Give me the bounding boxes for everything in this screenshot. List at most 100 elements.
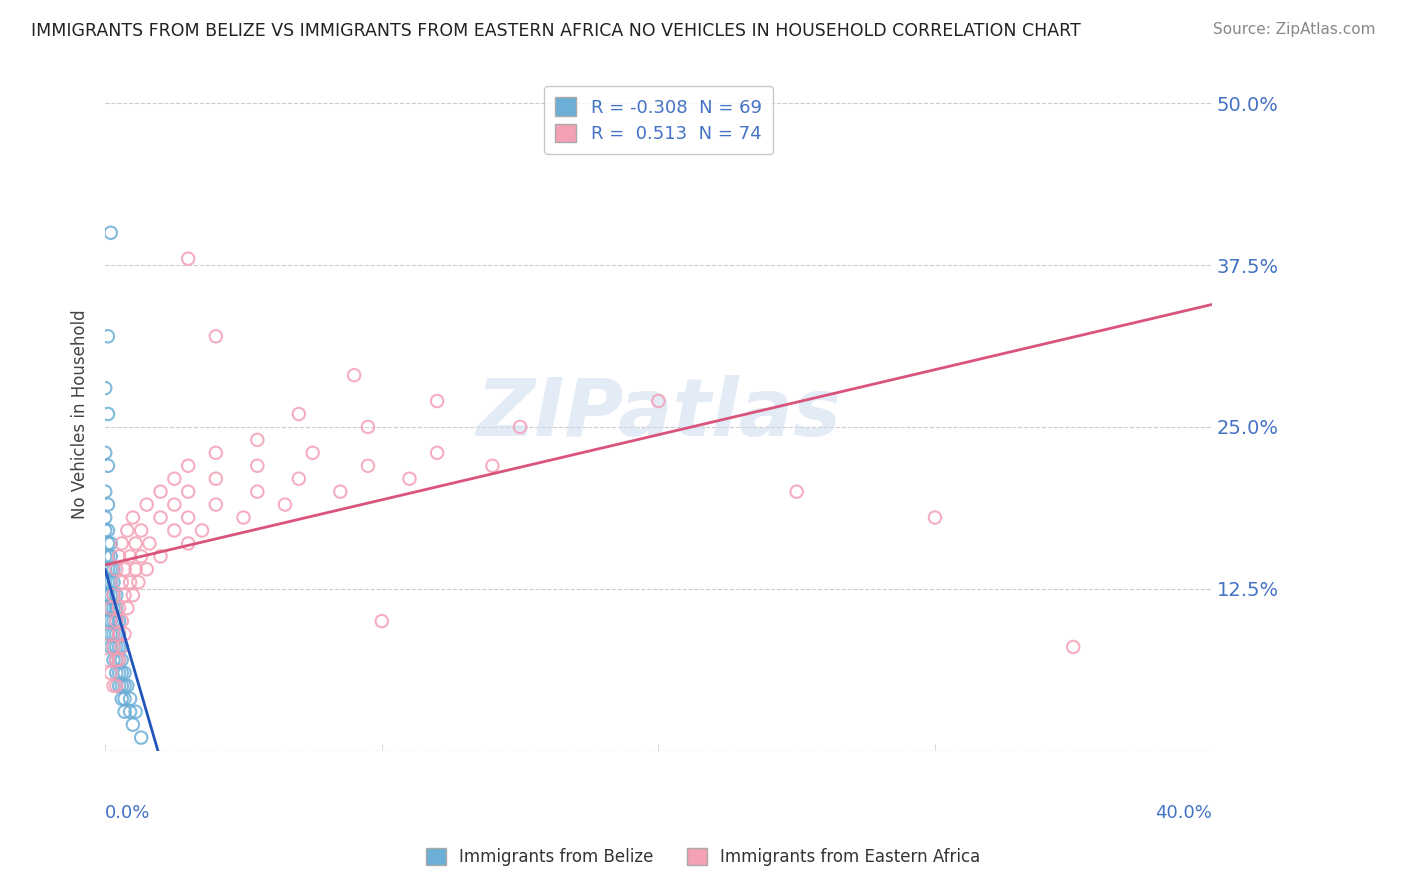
Point (100, 562, 122, 576)
Point (108, 653, 131, 667)
Point (114, 627, 136, 641)
Point (105, 665, 128, 680)
Point (100, 226, 122, 240)
Point (103, 575, 125, 590)
Point (205, 329, 228, 343)
Point (105, 679, 128, 693)
Point (177, 458, 200, 473)
Point (94, 381, 117, 395)
Point (343, 368, 366, 383)
Point (105, 653, 128, 667)
Point (97, 588, 120, 602)
Point (122, 588, 145, 602)
Point (97, 575, 120, 590)
Point (135, 498, 157, 512)
Point (97, 536, 120, 550)
Point (135, 562, 157, 576)
Point (426, 446, 449, 460)
Point (97, 524, 120, 538)
Point (205, 472, 228, 486)
Point (97, 329, 120, 343)
Point (149, 549, 172, 564)
Point (97, 407, 120, 421)
Point (111, 653, 134, 667)
Point (398, 472, 420, 486)
Point (120, 575, 142, 590)
Point (103, 640, 125, 654)
Point (100, 588, 122, 602)
Point (105, 601, 128, 615)
Point (117, 679, 139, 693)
Point (111, 640, 134, 654)
Point (129, 524, 152, 538)
Point (108, 627, 131, 641)
Text: Source: ZipAtlas.com: Source: ZipAtlas.com (1212, 22, 1375, 37)
Point (114, 679, 136, 693)
Point (105, 562, 128, 576)
Point (103, 640, 125, 654)
Point (129, 549, 152, 564)
Point (357, 420, 380, 434)
Point (120, 691, 142, 706)
Point (97, 601, 120, 615)
Point (127, 575, 149, 590)
Point (94, 510, 117, 524)
Point (103, 614, 125, 628)
Point (103, 588, 125, 602)
Point (117, 524, 139, 538)
Point (111, 536, 134, 550)
Point (105, 627, 128, 641)
Point (163, 472, 186, 486)
Point (177, 510, 200, 524)
Point (149, 484, 172, 499)
Point (105, 614, 128, 628)
Point (205, 498, 228, 512)
Point (138, 536, 160, 550)
Point (108, 679, 131, 693)
Text: 0.0%: 0.0% (105, 805, 150, 822)
Point (177, 484, 200, 499)
Y-axis label: No Vehicles in Household: No Vehicles in Household (72, 310, 89, 519)
Legend: Immigrants from Belize, Immigrants from Eastern Africa: Immigrants from Belize, Immigrants from … (418, 840, 988, 875)
Point (117, 601, 139, 615)
Point (97, 627, 120, 641)
Point (288, 472, 311, 486)
Point (105, 640, 128, 654)
Point (1062, 640, 1084, 654)
Point (122, 510, 145, 524)
Point (97, 498, 120, 512)
Point (111, 665, 134, 680)
Point (509, 420, 531, 434)
Point (100, 575, 122, 590)
Point (191, 524, 214, 538)
Point (105, 614, 128, 628)
Point (94, 549, 117, 564)
Point (97, 614, 120, 628)
Point (647, 394, 669, 409)
Point (120, 549, 142, 564)
Point (108, 665, 131, 680)
Point (114, 588, 136, 602)
Point (108, 640, 131, 654)
Point (246, 433, 269, 447)
Text: IMMIGRANTS FROM BELIZE VS IMMIGRANTS FROM EASTERN AFRICA NO VEHICLES IN HOUSEHOL: IMMIGRANTS FROM BELIZE VS IMMIGRANTS FRO… (31, 22, 1081, 40)
Point (97, 562, 120, 576)
Point (103, 562, 125, 576)
Point (100, 536, 122, 550)
Point (124, 536, 146, 550)
Point (100, 549, 122, 564)
Point (111, 691, 134, 706)
Point (177, 252, 200, 266)
Point (149, 510, 172, 524)
Point (124, 562, 146, 576)
Point (114, 562, 136, 576)
Point (100, 640, 122, 654)
Point (108, 627, 131, 641)
Point (108, 653, 131, 667)
Point (100, 601, 122, 615)
Point (97, 653, 120, 667)
Point (94, 575, 117, 590)
Point (103, 601, 125, 615)
Point (97, 549, 120, 564)
Point (94, 524, 117, 538)
